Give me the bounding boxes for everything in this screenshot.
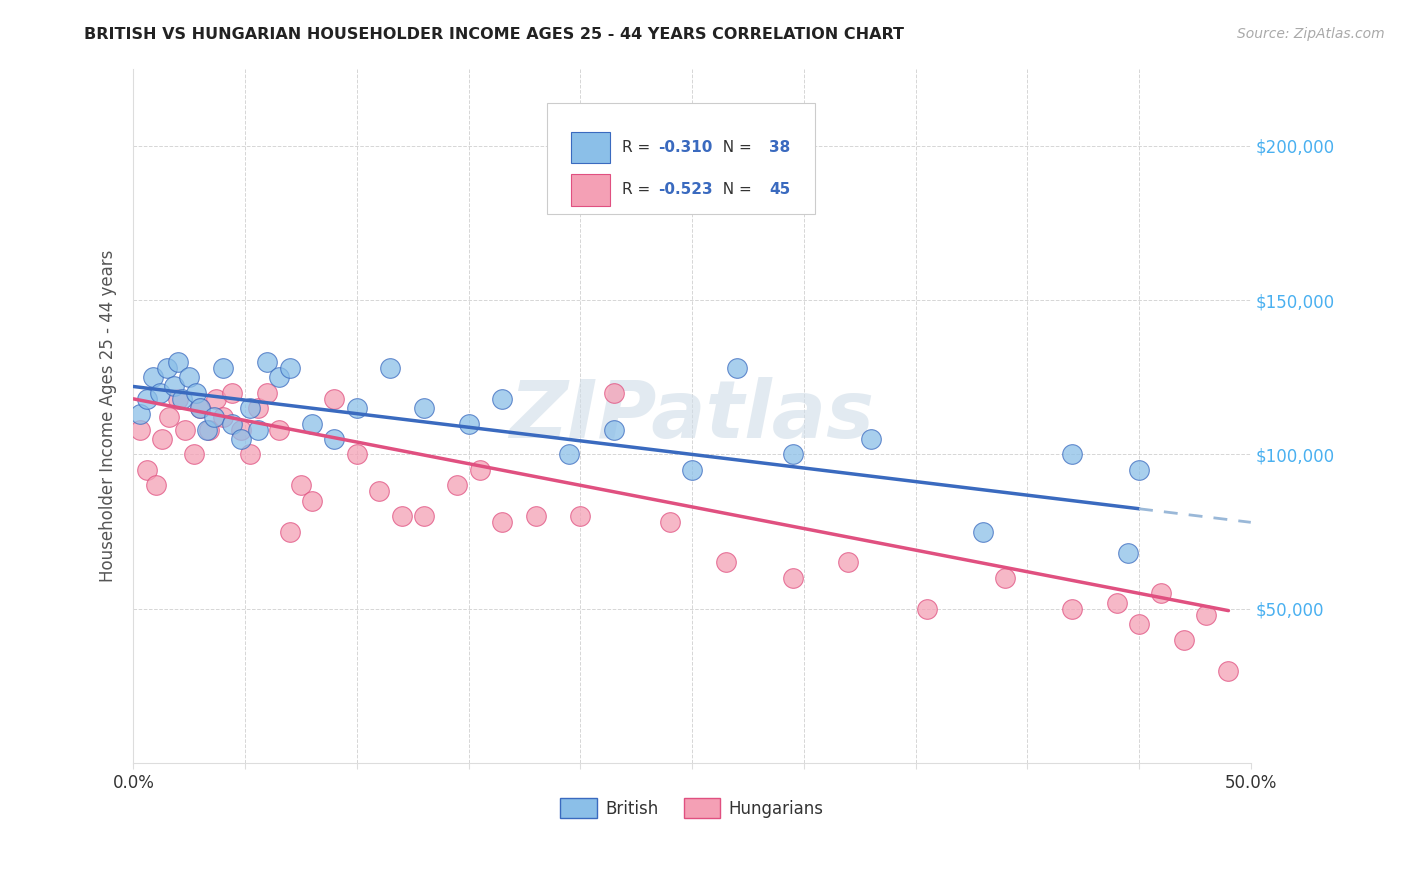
- Point: [157, 410, 180, 425]
- Text: BRITISH VS HUNGARIAN HOUSEHOLDER INCOME AGES 25 - 44 YEARS CORRELATION CHART: BRITISH VS HUNGARIAN HOUSEHOLDER INCOME …: [84, 27, 904, 42]
- Point: [150, 432, 173, 446]
- Point: [859, 432, 882, 446]
- Point: [1060, 601, 1083, 615]
- Point: [135, 392, 157, 406]
- Point: [172, 392, 194, 406]
- Point: [446, 478, 468, 492]
- Text: -0.310: -0.310: [658, 140, 713, 154]
- Text: Source: ZipAtlas.com: Source: ZipAtlas.com: [1237, 27, 1385, 41]
- Point: [145, 478, 167, 492]
- Point: [267, 370, 290, 384]
- Point: [380, 361, 402, 376]
- Point: [205, 392, 228, 406]
- Point: [603, 423, 626, 437]
- Point: [603, 385, 626, 400]
- Point: [129, 423, 152, 437]
- Point: [129, 407, 152, 421]
- Point: [1060, 447, 1083, 461]
- Point: [190, 401, 212, 416]
- Point: [278, 361, 301, 376]
- Point: [238, 447, 260, 461]
- Point: [915, 601, 938, 615]
- Point: [167, 392, 190, 406]
- Point: [681, 463, 703, 477]
- Point: [221, 417, 243, 431]
- Point: [256, 355, 278, 369]
- Point: [725, 361, 748, 376]
- Point: [346, 447, 368, 461]
- Point: [491, 392, 513, 406]
- Point: [1128, 463, 1150, 477]
- Point: [1195, 607, 1218, 622]
- Point: [202, 410, 225, 425]
- Point: [524, 509, 547, 524]
- Point: [142, 370, 165, 384]
- Text: 45: 45: [769, 183, 790, 197]
- Bar: [571, 174, 610, 205]
- Point: [190, 401, 212, 416]
- Point: [211, 361, 233, 376]
- Point: [391, 509, 413, 524]
- Point: [323, 392, 346, 406]
- Point: [972, 524, 994, 539]
- Point: [1128, 617, 1150, 632]
- Point: [179, 370, 201, 384]
- Point: [782, 571, 804, 585]
- Point: [1218, 664, 1240, 678]
- Bar: [571, 131, 610, 162]
- Text: N =: N =: [713, 183, 756, 197]
- Point: [267, 423, 290, 437]
- Point: [412, 509, 434, 524]
- Point: [412, 401, 434, 416]
- Text: N =: N =: [713, 140, 756, 154]
- Point: [162, 379, 184, 393]
- Point: [368, 484, 391, 499]
- Point: [837, 556, 859, 570]
- Point: [301, 493, 323, 508]
- FancyBboxPatch shape: [547, 103, 815, 214]
- Point: [278, 524, 301, 539]
- Point: [782, 447, 804, 461]
- Text: -0.523: -0.523: [658, 183, 713, 197]
- Point: [184, 385, 207, 400]
- Point: [247, 401, 270, 416]
- Point: [346, 401, 368, 416]
- Point: [1116, 546, 1139, 560]
- Text: R =: R =: [621, 140, 655, 154]
- Point: [221, 385, 243, 400]
- Point: [491, 516, 513, 530]
- Text: ZIPatlas: ZIPatlas: [509, 376, 875, 455]
- Point: [149, 385, 172, 400]
- Point: [1173, 632, 1195, 647]
- Point: [1105, 596, 1128, 610]
- Point: [198, 423, 221, 437]
- Point: [156, 361, 179, 376]
- Point: [229, 423, 252, 437]
- Point: [173, 423, 195, 437]
- Point: [290, 478, 312, 492]
- Text: 38: 38: [769, 140, 790, 154]
- Point: [457, 417, 479, 431]
- Point: [658, 516, 681, 530]
- Point: [211, 410, 233, 425]
- Point: [1150, 586, 1173, 600]
- Point: [135, 463, 157, 477]
- Legend: British, Hungarians: British, Hungarians: [554, 792, 831, 824]
- Point: [323, 432, 346, 446]
- Point: [238, 401, 260, 416]
- Point: [468, 463, 491, 477]
- Point: [195, 423, 218, 437]
- Point: [301, 417, 323, 431]
- Point: [229, 432, 252, 446]
- Point: [569, 509, 592, 524]
- Point: [167, 355, 190, 369]
- Point: [994, 571, 1017, 585]
- Y-axis label: Householder Income Ages 25 - 44 years: Householder Income Ages 25 - 44 years: [100, 250, 117, 582]
- Point: [247, 423, 270, 437]
- Text: R =: R =: [621, 183, 655, 197]
- Point: [256, 385, 278, 400]
- Point: [558, 447, 581, 461]
- Point: [183, 447, 205, 461]
- Point: [714, 556, 737, 570]
